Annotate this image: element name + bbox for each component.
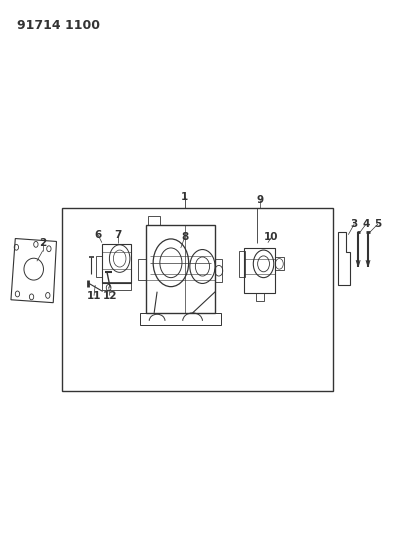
Text: 7: 7 [114,230,121,240]
Text: 2: 2 [39,238,46,248]
Bar [96,256,102,277]
Text: 12: 12 [102,290,117,301]
Text: 3: 3 [351,219,358,229]
Bar [239,251,245,277]
Bar [102,282,131,290]
Text: 11: 11 [87,290,101,301]
Bar [215,259,222,282]
Text: 5: 5 [374,219,382,229]
Bar [244,248,275,293]
Bar [62,208,333,391]
Bar [275,257,284,270]
Bar [138,259,146,280]
Text: 91714 1100: 91714 1100 [17,19,100,32]
Text: 10: 10 [264,232,279,243]
Bar [148,216,160,225]
Text: 9: 9 [256,195,263,205]
Bar [102,244,131,284]
Polygon shape [11,239,56,303]
Bar [146,225,215,313]
Text: 1: 1 [181,191,188,201]
Bar [141,313,221,325]
Bar [256,293,264,301]
Text: 4: 4 [362,219,370,229]
Text: 6: 6 [94,230,102,240]
Polygon shape [338,232,350,285]
Text: 8: 8 [181,232,188,243]
